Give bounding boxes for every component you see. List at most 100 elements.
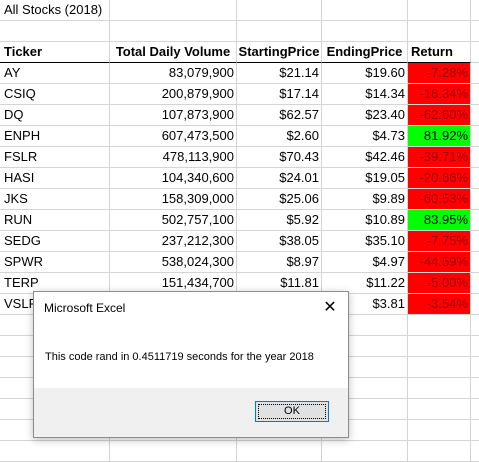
return-cell[interactable]: -3.54% <box>408 294 471 315</box>
cell[interactable] <box>408 0 471 21</box>
cell[interactable] <box>471 399 479 420</box>
cell[interactable]: 538,024,300 <box>110 252 237 273</box>
cell[interactable] <box>471 273 479 294</box>
cell[interactable] <box>471 210 479 231</box>
cell[interactable]: HASI <box>0 168 110 189</box>
cell[interactable] <box>471 42 479 63</box>
cell[interactable]: 83,079,900 <box>110 63 237 84</box>
cell[interactable]: FSLR <box>0 147 110 168</box>
column-header[interactable]: StartingPrice <box>237 42 322 63</box>
ok-button[interactable]: OK <box>255 401 329 422</box>
cell[interactable] <box>322 420 408 441</box>
cell[interactable] <box>471 420 479 441</box>
cell[interactable] <box>408 441 471 462</box>
cell[interactable] <box>322 399 408 420</box>
cell[interactable]: $35.10 <box>322 231 408 252</box>
return-cell[interactable]: -16.34% <box>408 84 471 105</box>
cell[interactable]: JKS <box>0 189 110 210</box>
cell[interactable]: 607,473,500 <box>110 126 237 147</box>
cell[interactable]: 158,309,000 <box>110 189 237 210</box>
cell[interactable] <box>408 357 471 378</box>
cell[interactable] <box>322 315 408 336</box>
cell[interactable] <box>0 441 110 462</box>
return-cell[interactable]: -39.71% <box>408 147 471 168</box>
cell[interactable]: $25.06 <box>237 189 322 210</box>
return-cell[interactable]: -7.28% <box>408 63 471 84</box>
column-header[interactable]: Return <box>408 42 471 63</box>
cell[interactable] <box>471 441 479 462</box>
cell[interactable] <box>0 21 110 42</box>
cell[interactable]: $4.73 <box>322 126 408 147</box>
cell[interactable]: SEDG <box>0 231 110 252</box>
cell[interactable] <box>408 378 471 399</box>
cell[interactable]: 478,113,900 <box>110 147 237 168</box>
cell[interactable] <box>322 21 408 42</box>
cell[interactable]: $8.97 <box>237 252 322 273</box>
cell[interactable]: $4.97 <box>322 252 408 273</box>
column-header[interactable]: EndingPrice <box>322 42 408 63</box>
return-cell[interactable]: 83.95% <box>408 210 471 231</box>
cell[interactable]: $11.22 <box>322 273 408 294</box>
cell[interactable]: $14.34 <box>322 84 408 105</box>
cell[interactable] <box>322 357 408 378</box>
cell[interactable] <box>322 378 408 399</box>
cell[interactable] <box>237 441 322 462</box>
cell[interactable] <box>471 84 479 105</box>
cell[interactable] <box>408 336 471 357</box>
cell[interactable]: $23.40 <box>322 105 408 126</box>
cell[interactable] <box>471 126 479 147</box>
cell[interactable]: 237,212,300 <box>110 231 237 252</box>
cell[interactable]: $38.05 <box>237 231 322 252</box>
cell[interactable] <box>110 0 237 21</box>
cell[interactable]: 107,873,900 <box>110 105 237 126</box>
cell[interactable] <box>322 336 408 357</box>
cell[interactable]: 104,340,600 <box>110 168 237 189</box>
cell[interactable] <box>322 0 408 21</box>
return-cell[interactable]: -44.59% <box>408 252 471 273</box>
cell[interactable] <box>471 63 479 84</box>
cell[interactable]: $19.60 <box>322 63 408 84</box>
cell[interactable]: RUN <box>0 210 110 231</box>
cell[interactable]: CSIQ <box>0 84 110 105</box>
column-header[interactable]: Total Daily Volume <box>110 42 237 63</box>
cell[interactable] <box>237 21 322 42</box>
cell[interactable]: DQ <box>0 105 110 126</box>
return-cell[interactable]: -62.60% <box>408 105 471 126</box>
cell[interactable] <box>471 0 479 21</box>
cell[interactable]: 502,757,100 <box>110 210 237 231</box>
cell[interactable] <box>471 168 479 189</box>
sheet-title[interactable]: All Stocks (2018) <box>0 0 110 21</box>
cell[interactable] <box>471 315 479 336</box>
cell[interactable] <box>471 105 479 126</box>
cell[interactable] <box>471 252 479 273</box>
cell[interactable]: $3.81 <box>322 294 408 315</box>
cell[interactable]: $9.89 <box>322 189 408 210</box>
cell[interactable]: $19.05 <box>322 168 408 189</box>
cell[interactable] <box>237 0 322 21</box>
cell[interactable]: $2.60 <box>237 126 322 147</box>
cell[interactable] <box>471 357 479 378</box>
return-cell[interactable]: -7.75% <box>408 231 471 252</box>
cell[interactable] <box>408 21 471 42</box>
cell[interactable] <box>471 336 479 357</box>
cell[interactable] <box>110 21 237 42</box>
cell[interactable]: $70.43 <box>237 147 322 168</box>
cell[interactable]: $42.46 <box>322 147 408 168</box>
cell[interactable]: AY <box>0 63 110 84</box>
cell[interactable]: $17.14 <box>237 84 322 105</box>
return-cell[interactable]: -5.00% <box>408 273 471 294</box>
cell[interactable]: SPWR <box>0 252 110 273</box>
cell[interactable] <box>471 231 479 252</box>
cell[interactable] <box>322 441 408 462</box>
cell[interactable] <box>471 189 479 210</box>
cell[interactable] <box>471 294 479 315</box>
cell[interactable]: $5.92 <box>237 210 322 231</box>
cell[interactable] <box>408 399 471 420</box>
column-header[interactable]: Ticker <box>0 42 110 63</box>
cell[interactable] <box>110 441 237 462</box>
return-cell[interactable]: -20.66% <box>408 168 471 189</box>
cell[interactable]: $21.14 <box>237 63 322 84</box>
cell[interactable]: 200,879,900 <box>110 84 237 105</box>
return-cell[interactable]: 81.92% <box>408 126 471 147</box>
cell[interactable]: $10.89 <box>322 210 408 231</box>
